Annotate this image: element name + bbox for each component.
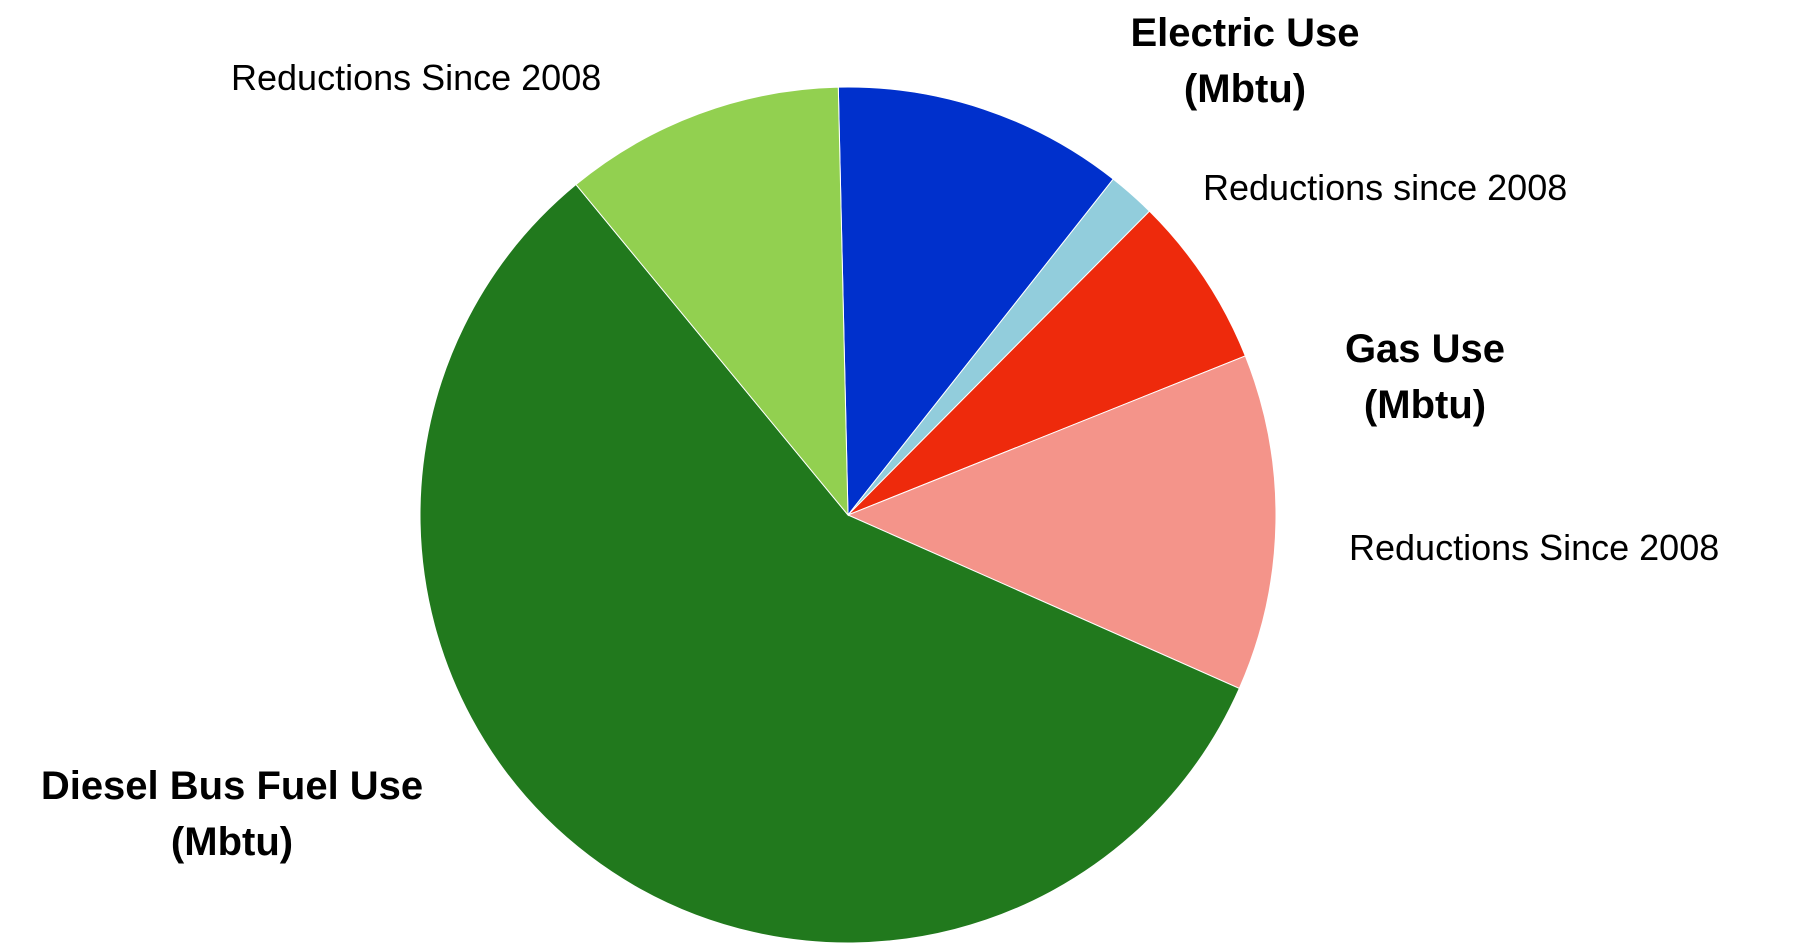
- pie-slice: [575, 86, 849, 517]
- pie-slice: [837, 86, 1114, 517]
- slice-label-line: Reductions Since 2008: [231, 57, 601, 98]
- slice-label: Reductions Since 2008: [1349, 527, 1719, 568]
- pie-slice: [846, 355, 1277, 690]
- slice-label-line: Reductions since 2008: [1203, 167, 1567, 208]
- slice-label: Diesel Bus Fuel Use (Mbtu): [41, 764, 423, 864]
- slice-label: Reductions since 2008: [1203, 167, 1567, 208]
- slice-label-line: (Mbtu): [171, 820, 293, 864]
- labels-layer: Electric Use (Mbtu) Reductions since 2008 G…: [41, 11, 1719, 864]
- slice-label-line: (Mbtu): [1364, 383, 1486, 427]
- slice-label: Electric Use (Mbtu): [1130, 11, 1359, 111]
- slice-label-line: Gas Use: [1345, 327, 1505, 371]
- pie-slice: [847, 210, 1246, 516]
- slice-label-line: Electric Use: [1130, 11, 1359, 55]
- slice-label: Reductions Since 2008: [231, 57, 601, 98]
- slice-label-line: Reductions Since 2008: [1349, 527, 1719, 568]
- slice-label-line: Diesel Bus Fuel Use: [41, 764, 423, 808]
- pie-slice: [419, 183, 1240, 944]
- slice-label-line: (Mbtu): [1184, 67, 1306, 111]
- slices-layer: [419, 86, 1277, 944]
- slice-label: Gas Use (Mbtu): [1345, 327, 1505, 427]
